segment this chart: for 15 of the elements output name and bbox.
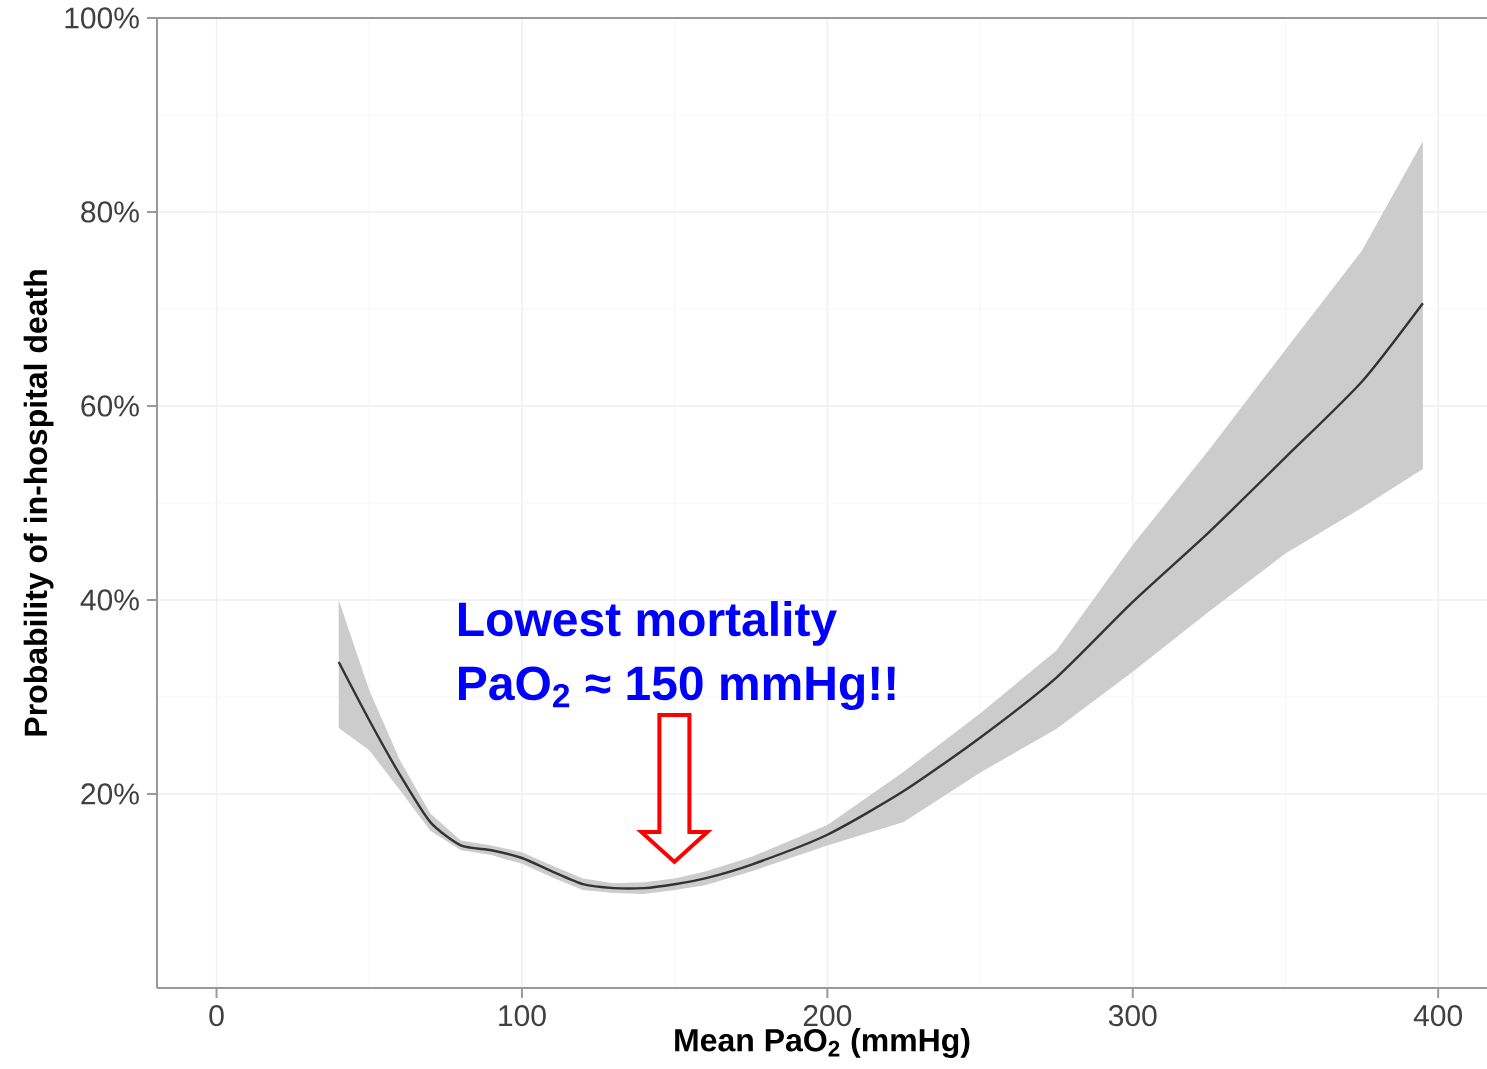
x-axis-title: Mean PaO$_{2}$ (mmHg) (675, 1028, 970, 1058)
annotation: Lowest mortality (458, 601, 837, 646)
y-tick-label: 60% (81, 395, 139, 417)
x-tick-label: 0 (209, 1005, 224, 1027)
x-tick-label: 200 (803, 1005, 852, 1027)
y-axis-title: Probability of in-hospital death (23, 270, 54, 736)
y-tick-label: 100% (65, 7, 139, 29)
x-tick-label: 300 (1108, 1005, 1157, 1027)
x-tick-label: 100 (499, 1005, 546, 1027)
y-tick-label: 20% (81, 783, 139, 805)
y-tick-label: 80% (81, 201, 139, 223)
line-series (337, 301, 1425, 890)
y-tick-label: 40% (80, 589, 139, 611)
x-tick-label: 400 (1413, 1005, 1462, 1027)
annotation: PaO$_{2}$ ≈ 150 mmHg!! (458, 666, 895, 711)
